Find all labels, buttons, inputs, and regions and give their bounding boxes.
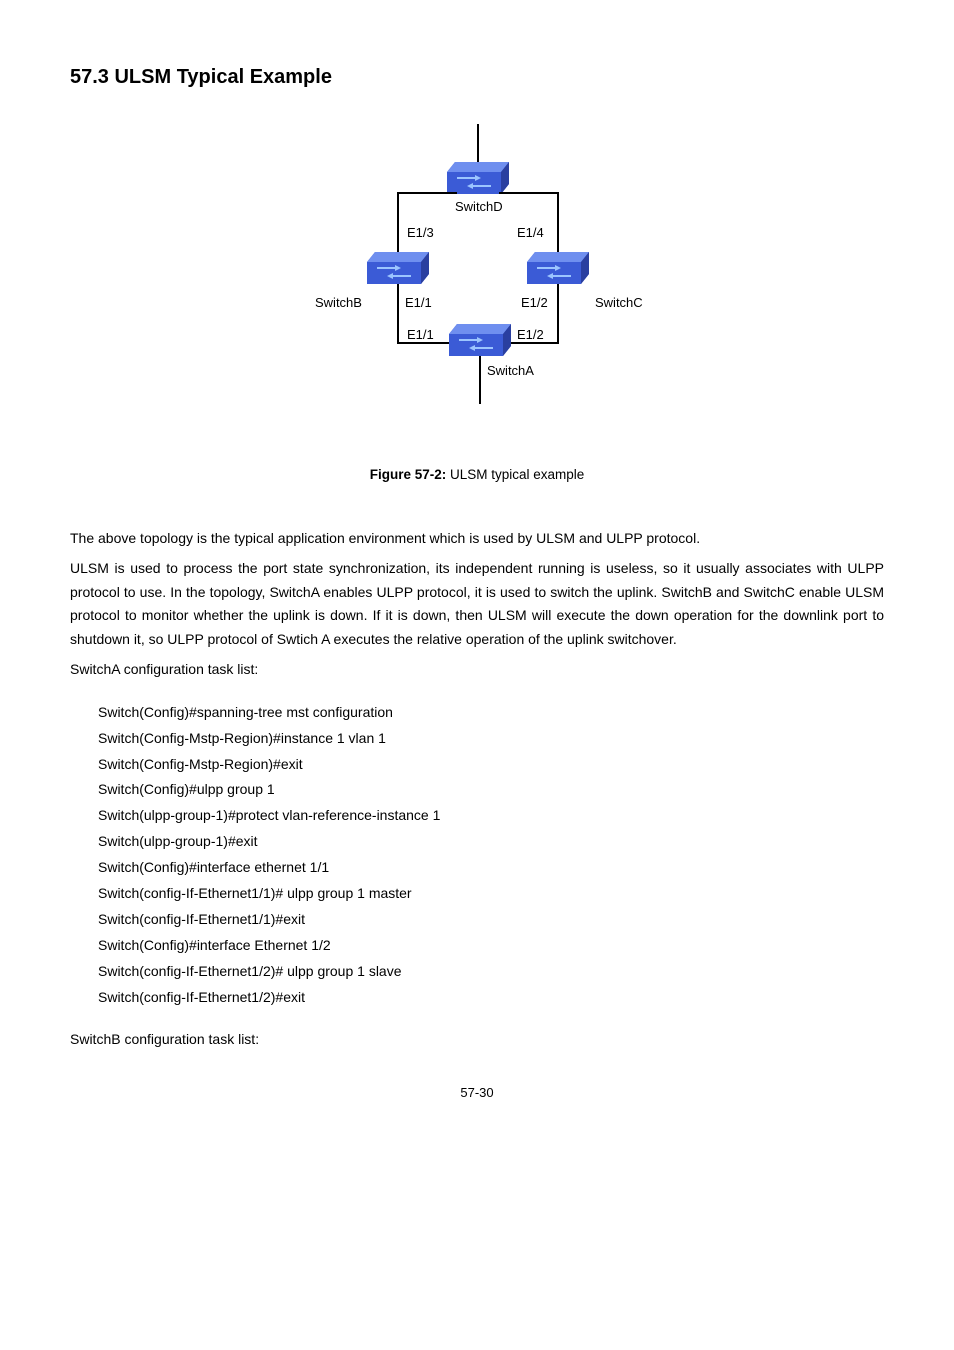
line-d-left-h bbox=[397, 192, 457, 194]
figure-caption-bold: Figure 57-2: bbox=[370, 467, 447, 482]
paragraph-4: SwitchB configuration task list: bbox=[70, 1028, 884, 1052]
label-e13: E1/3 bbox=[407, 222, 434, 244]
config-a-line: Switch(Config)#interface ethernet 1/1 bbox=[98, 855, 884, 881]
config-a-line: Switch(config-If-Ethernet1/2)#exit bbox=[98, 985, 884, 1011]
config-a-line: Switch(config-If-Ethernet1/1)# ulpp grou… bbox=[98, 881, 884, 907]
section-heading: 57.3 ULSM Typical Example bbox=[70, 60, 884, 94]
line-d-right bbox=[557, 194, 559, 254]
diagram-container: SwitchD E1/3 E1/4 SwitchB bbox=[70, 124, 884, 434]
label-switch-d: SwitchD bbox=[455, 196, 503, 218]
line-d-right-h bbox=[499, 192, 559, 194]
figure-caption: Figure 57-2: ULSM typical example bbox=[70, 464, 884, 487]
line-d-left bbox=[397, 194, 399, 254]
page-number: 57-30 bbox=[70, 1082, 884, 1104]
line-top bbox=[477, 124, 479, 164]
label-switch-b: SwitchB bbox=[315, 292, 362, 314]
label-e12-right: E1/2 bbox=[521, 292, 548, 314]
config-a-line: Switch(Config)#spanning-tree mst configu… bbox=[98, 700, 884, 726]
topology-diagram: SwitchD E1/3 E1/4 SwitchB bbox=[267, 124, 687, 434]
figure-caption-text: ULSM typical example bbox=[446, 467, 584, 482]
config-a-line: Switch(config-If-Ethernet1/2)# ulpp grou… bbox=[98, 959, 884, 985]
config-a-line: Switch(ulpp-group-1)#protect vlan-refere… bbox=[98, 803, 884, 829]
config-a-line: Switch(Config-Mstp-Region)#instance 1 vl… bbox=[98, 726, 884, 752]
config-block-a: Switch(Config)#spanning-tree mst configu… bbox=[98, 700, 884, 1011]
label-e11-left: E1/1 bbox=[405, 292, 432, 314]
paragraph-1: The above topology is the typical applic… bbox=[70, 527, 884, 551]
label-e11-a: E1/1 bbox=[407, 324, 434, 346]
switch-d-icon bbox=[447, 162, 507, 192]
config-a-line: Switch(Config)#ulpp group 1 bbox=[98, 777, 884, 803]
config-a-line: Switch(config-If-Ethernet1/1)#exit bbox=[98, 907, 884, 933]
switch-c-icon bbox=[527, 252, 587, 282]
label-switch-a: SwitchA bbox=[487, 360, 534, 382]
label-e12-a: E1/2 bbox=[517, 324, 544, 346]
paragraph-2: ULSM is used to process the port state s… bbox=[70, 557, 884, 652]
line-bottom bbox=[479, 356, 481, 404]
switch-a-icon bbox=[449, 324, 509, 354]
config-a-line: Switch(Config-Mstp-Region)#exit bbox=[98, 752, 884, 778]
label-switch-c: SwitchC bbox=[595, 292, 643, 314]
line-c-down bbox=[557, 284, 559, 344]
config-a-line: Switch(Config)#interface Ethernet 1/2 bbox=[98, 933, 884, 959]
switch-b-icon bbox=[367, 252, 427, 282]
config-a-line: Switch(ulpp-group-1)#exit bbox=[98, 829, 884, 855]
line-b-down bbox=[397, 284, 399, 344]
label-e14: E1/4 bbox=[517, 222, 544, 244]
paragraph-3: SwitchA configuration task list: bbox=[70, 658, 884, 682]
